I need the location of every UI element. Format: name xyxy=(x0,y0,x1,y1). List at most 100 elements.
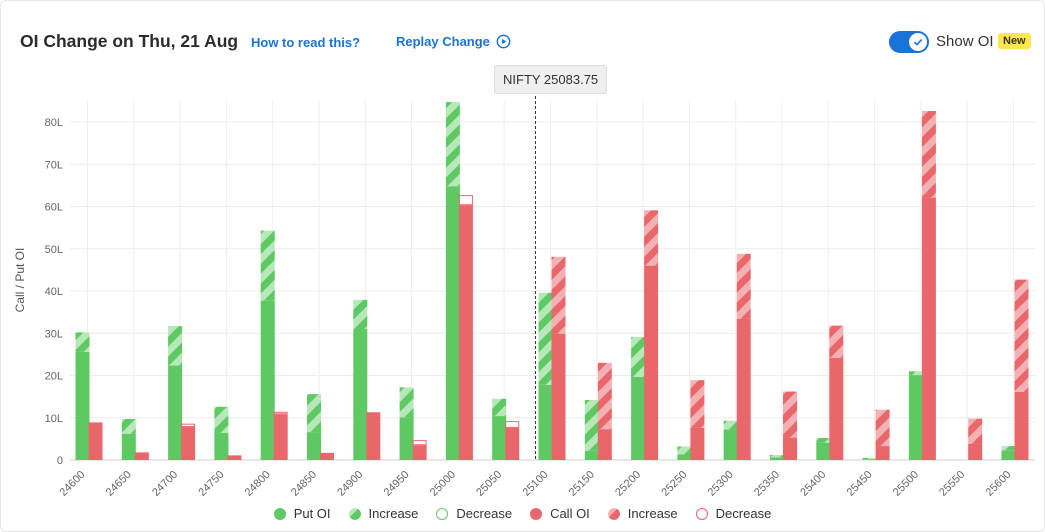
put-oi-bar xyxy=(862,459,877,460)
x-tick-label: 24950 xyxy=(382,469,412,499)
check-icon xyxy=(913,39,923,46)
y-tick-label: 70L xyxy=(45,159,63,171)
call-increase-bar xyxy=(921,111,936,198)
call-oi-bar xyxy=(366,412,381,460)
call-oi-bar xyxy=(1014,391,1029,460)
put-increase-bar xyxy=(584,400,599,451)
call-increase-bar xyxy=(968,418,983,444)
call-oi-bar xyxy=(181,427,196,460)
put-oi-bar xyxy=(121,433,136,460)
put-increase-bar xyxy=(770,454,784,458)
put-increase-bar xyxy=(677,446,692,455)
put-oi-bar xyxy=(723,429,738,460)
put-oi-bar xyxy=(1001,450,1016,460)
y-tick-label: 50L xyxy=(45,244,63,256)
x-tick-label: 25400 xyxy=(798,469,828,499)
x-tick-label: 25100 xyxy=(521,469,551,499)
call-oi-bar xyxy=(505,427,520,460)
show-oi-toggle[interactable] xyxy=(889,31,929,53)
x-tick-label: 24600 xyxy=(58,469,88,499)
chart-legend: Put OI Increase Decrease Call OI Increas… xyxy=(0,506,1045,521)
call-oi-bar xyxy=(551,333,566,460)
chart-header: OI Change on Thu, 21 Aug How to read thi… xyxy=(0,0,1045,84)
put-oi-bar xyxy=(307,432,321,460)
put-increase-bar xyxy=(538,292,553,385)
put-increase-bar xyxy=(631,337,646,377)
replay-change-button[interactable]: Replay Change xyxy=(396,34,511,49)
call-increase-bar xyxy=(783,391,797,438)
x-tick-label: 24750 xyxy=(196,469,226,499)
call-increase-bar xyxy=(597,362,612,430)
x-tick-label: 24850 xyxy=(289,469,319,499)
legend-put-increase[interactable]: Increase xyxy=(348,506,419,521)
x-tick-label: 25050 xyxy=(474,469,504,499)
put-increase-bar xyxy=(399,387,414,418)
how-to-read-link[interactable]: How to read this? xyxy=(251,35,361,50)
call-oi-bar xyxy=(875,446,890,460)
x-tick-label: 25500 xyxy=(891,469,921,499)
y-tick-label: 30L xyxy=(45,328,63,340)
x-tick-label: 24700 xyxy=(150,469,180,499)
x-tick-label: 25450 xyxy=(845,469,875,499)
put-oi-bar xyxy=(631,376,646,460)
legend-call-decrease[interactable]: Decrease xyxy=(695,506,772,521)
call-oi-bar xyxy=(644,265,659,460)
x-tick-label: 25600 xyxy=(984,469,1014,499)
call-oi-bar xyxy=(458,205,473,460)
call-oi-bar xyxy=(88,422,103,460)
call-oi-bar xyxy=(968,443,983,460)
put-increase-swatch xyxy=(348,507,361,520)
toggle-knob xyxy=(909,33,927,51)
call-oi-bar xyxy=(921,197,936,460)
call-decrease-bar xyxy=(273,411,288,415)
call-oi-bar xyxy=(134,452,149,460)
x-tick-label: 25000 xyxy=(428,469,458,499)
call-oi-bar xyxy=(412,445,427,460)
put-oi-swatch xyxy=(273,507,286,520)
x-tick-label: 25350 xyxy=(752,469,782,499)
call-oi-bar xyxy=(273,414,288,460)
x-tick-label: 25200 xyxy=(613,469,643,499)
new-badge: New xyxy=(998,33,1031,49)
legend-call-oi-label: Call OI xyxy=(550,506,590,521)
call-oi-bar xyxy=(829,357,844,460)
legend-put-oi-label: Put OI xyxy=(293,506,331,521)
call-oi-swatch xyxy=(530,507,543,520)
legend-put-increase-label: Increase xyxy=(368,506,419,521)
put-increase-bar xyxy=(908,371,923,376)
legend-call-oi[interactable]: Call OI xyxy=(530,506,590,521)
y-tick-label: 20L xyxy=(45,371,63,383)
spot-price-label: NIFTY 25083.75 xyxy=(494,65,608,94)
y-tick-label: 0 xyxy=(57,455,63,467)
x-tick-label: 24900 xyxy=(335,469,365,499)
call-increase-swatch xyxy=(607,507,620,520)
put-oi-bar xyxy=(584,450,599,460)
put-increase-bar xyxy=(445,102,460,187)
call-oi-bar xyxy=(690,427,705,460)
legend-call-increase[interactable]: Increase xyxy=(607,506,678,521)
x-tick-label: 24800 xyxy=(243,469,273,499)
call-decrease-bar xyxy=(505,421,520,428)
call-oi-bar xyxy=(783,437,797,460)
put-increase-bar xyxy=(168,326,183,366)
play-circle-icon xyxy=(496,34,511,49)
call-oi-bar xyxy=(320,452,334,460)
put-oi-bar xyxy=(445,186,460,460)
show-oi-label: Show OI xyxy=(936,33,994,50)
put-oi-bar xyxy=(677,454,692,460)
call-decrease-swatch xyxy=(695,507,708,520)
legend-put-decrease[interactable]: Decrease xyxy=(436,506,512,521)
x-tick-label: 25300 xyxy=(706,469,736,499)
legend-put-oi[interactable]: Put OI xyxy=(273,506,331,521)
page-title: OI Change on Thu, 21 Aug xyxy=(20,31,239,51)
call-decrease-bar xyxy=(458,195,473,206)
put-increase-bar xyxy=(260,230,275,301)
x-tick-label: 25550 xyxy=(937,469,967,499)
put-oi-bar xyxy=(168,365,183,460)
legend-call-decrease-label: Decrease xyxy=(715,506,772,521)
put-oi-bar xyxy=(770,457,784,460)
legend-put-decrease-label: Decrease xyxy=(456,506,513,521)
call-increase-bar xyxy=(551,256,566,334)
put-increase-bar xyxy=(1001,446,1016,451)
